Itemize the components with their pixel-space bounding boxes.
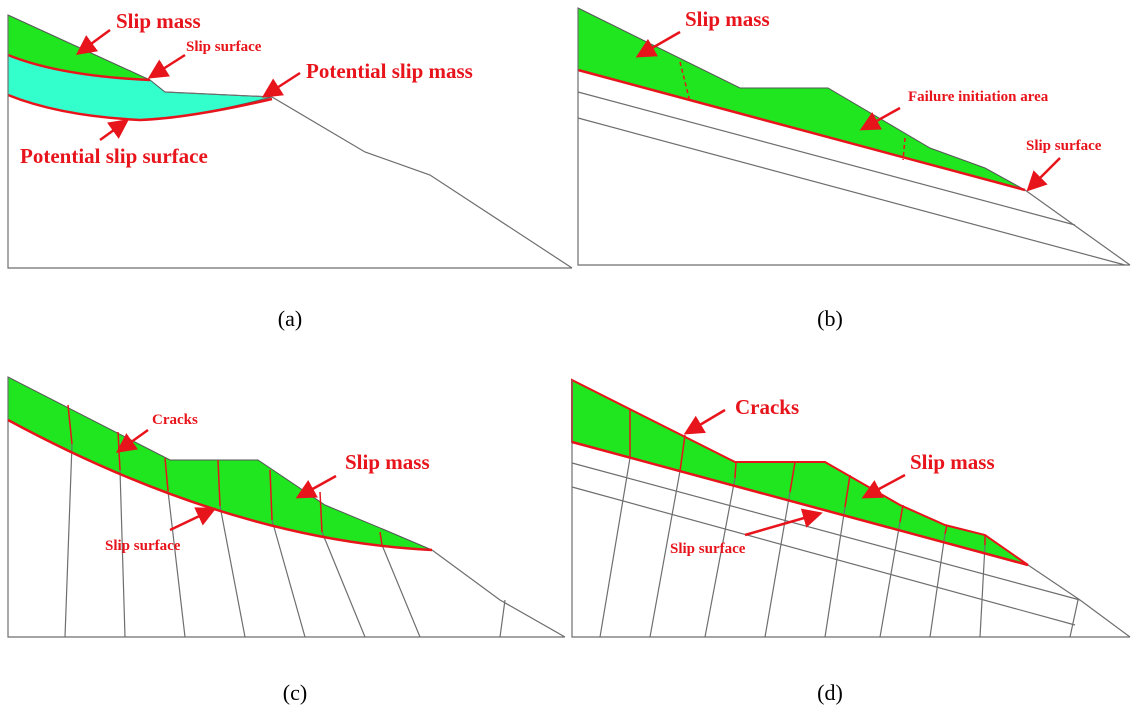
figure: Slip mass Slip surface Potential slip ma… — [0, 0, 1137, 710]
label: Slip mass — [910, 450, 995, 474]
label: Potential slip mass — [306, 59, 473, 83]
label: Slip surface — [105, 538, 181, 554]
label: Cracks — [152, 412, 198, 428]
arrow — [170, 510, 212, 530]
ground — [8, 15, 572, 268]
arrow — [266, 73, 300, 95]
label: Slip surface — [670, 541, 746, 557]
panel-d: Cracks Slip mass Slip surface (d) — [572, 380, 1130, 705]
label: Failure initiation area — [908, 89, 1049, 105]
arrow — [866, 475, 905, 496]
caption: (d) — [817, 680, 843, 705]
label: Cracks — [735, 395, 799, 419]
label: Slip mass — [116, 9, 201, 33]
arrow — [100, 122, 125, 140]
arrow — [152, 55, 185, 76]
caption: (a) — [278, 306, 302, 331]
caption: (b) — [817, 306, 843, 331]
label: Slip mass — [345, 450, 430, 474]
panel-a: Slip mass Slip surface Potential slip ma… — [8, 9, 572, 331]
arrow — [688, 410, 725, 432]
arrow — [80, 30, 110, 52]
panel-b: Slip mass Failure initiation area Slip s… — [578, 7, 1130, 331]
panel-c: Cracks Slip mass Slip surface (c) — [8, 377, 565, 705]
arrow — [300, 476, 336, 496]
label: Slip surface — [186, 39, 262, 55]
arrow — [1030, 158, 1060, 188]
label: Potential slip surface — [20, 144, 208, 168]
label: Slip surface — [1026, 138, 1102, 154]
arrow — [745, 514, 818, 535]
caption: (c) — [283, 680, 307, 705]
label: Slip mass — [685, 7, 770, 31]
